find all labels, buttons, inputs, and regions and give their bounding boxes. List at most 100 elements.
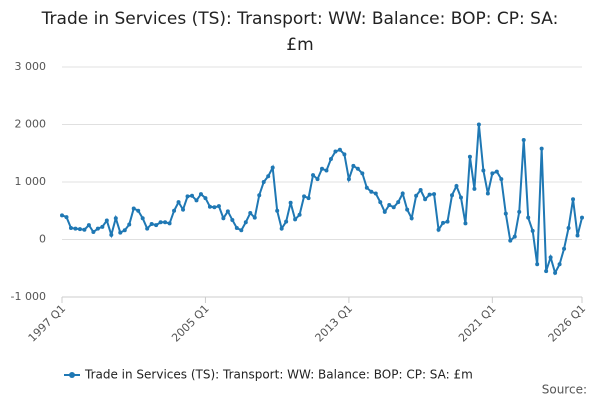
point (136, 208, 141, 213)
chart-title: Trade in Services (TS): Transport: WW: B… (41, 9, 559, 55)
x-tick-label: 2005 Q1 (169, 302, 212, 345)
point (243, 220, 248, 225)
point (405, 207, 410, 212)
legend-marker (69, 372, 75, 378)
point (315, 177, 320, 182)
point (467, 154, 472, 159)
point (95, 226, 100, 231)
point (535, 262, 540, 267)
point (445, 219, 450, 224)
point (526, 215, 531, 220)
point (163, 220, 168, 225)
series-line (61, 124, 583, 276)
point (221, 216, 226, 221)
point (512, 234, 517, 239)
legend-label: Trade in Services (TS): Transport: WW: B… (84, 368, 473, 382)
point (432, 192, 437, 197)
point (60, 213, 64, 218)
point (306, 196, 311, 201)
point (562, 246, 567, 251)
point (225, 209, 230, 214)
point (140, 216, 145, 221)
point (481, 168, 486, 173)
point (382, 209, 387, 214)
point (360, 171, 365, 176)
point (369, 189, 374, 194)
point (118, 230, 123, 235)
point (328, 157, 333, 161)
point (234, 226, 239, 230)
point (198, 192, 203, 197)
point (149, 221, 154, 226)
point (203, 196, 208, 201)
point (248, 211, 253, 216)
point (553, 270, 558, 275)
point (190, 193, 194, 198)
point (575, 233, 580, 238)
point (351, 163, 356, 168)
point (450, 193, 454, 198)
point (427, 192, 432, 197)
point (548, 255, 553, 260)
point (194, 198, 199, 203)
point (311, 173, 316, 178)
point (77, 227, 82, 232)
point (494, 169, 499, 174)
point (167, 221, 172, 226)
x-tick-label: 2026 Q1 (546, 302, 589, 345)
point (346, 177, 351, 182)
point (418, 188, 423, 193)
point (261, 180, 266, 184)
point (145, 226, 150, 231)
point (391, 205, 396, 210)
y-tick-label: 0 (39, 233, 46, 246)
point (476, 122, 481, 127)
point (207, 204, 212, 209)
point (212, 205, 217, 210)
point (109, 232, 114, 237)
point (82, 227, 87, 232)
point (378, 200, 383, 205)
point (441, 220, 446, 225)
point (172, 208, 177, 213)
point (373, 191, 378, 196)
point (557, 262, 562, 267)
point (122, 228, 127, 233)
point (485, 191, 490, 196)
point (154, 223, 159, 228)
point (257, 193, 262, 198)
point (436, 227, 441, 232)
point (364, 185, 369, 190)
point (73, 226, 78, 231)
point (86, 223, 91, 228)
point (131, 206, 136, 211)
point (275, 208, 280, 213)
point (409, 216, 414, 221)
point (252, 215, 257, 220)
point (100, 224, 105, 229)
point (127, 222, 132, 227)
y-tick-label: -1 000 (11, 290, 46, 303)
point (297, 212, 302, 217)
point (566, 226, 571, 230)
point (396, 200, 401, 205)
point (521, 138, 526, 143)
point (503, 211, 508, 216)
point (414, 193, 419, 198)
point (185, 194, 190, 199)
point (472, 186, 477, 191)
point (458, 195, 463, 200)
point (270, 165, 275, 170)
point (423, 197, 428, 202)
point (400, 191, 405, 196)
point (320, 166, 324, 171)
point (91, 230, 96, 235)
point (293, 217, 298, 222)
point (544, 269, 549, 274)
point (284, 219, 289, 224)
point (266, 174, 271, 179)
y-tick-label: 2 000 (15, 118, 47, 131)
point (288, 200, 293, 205)
